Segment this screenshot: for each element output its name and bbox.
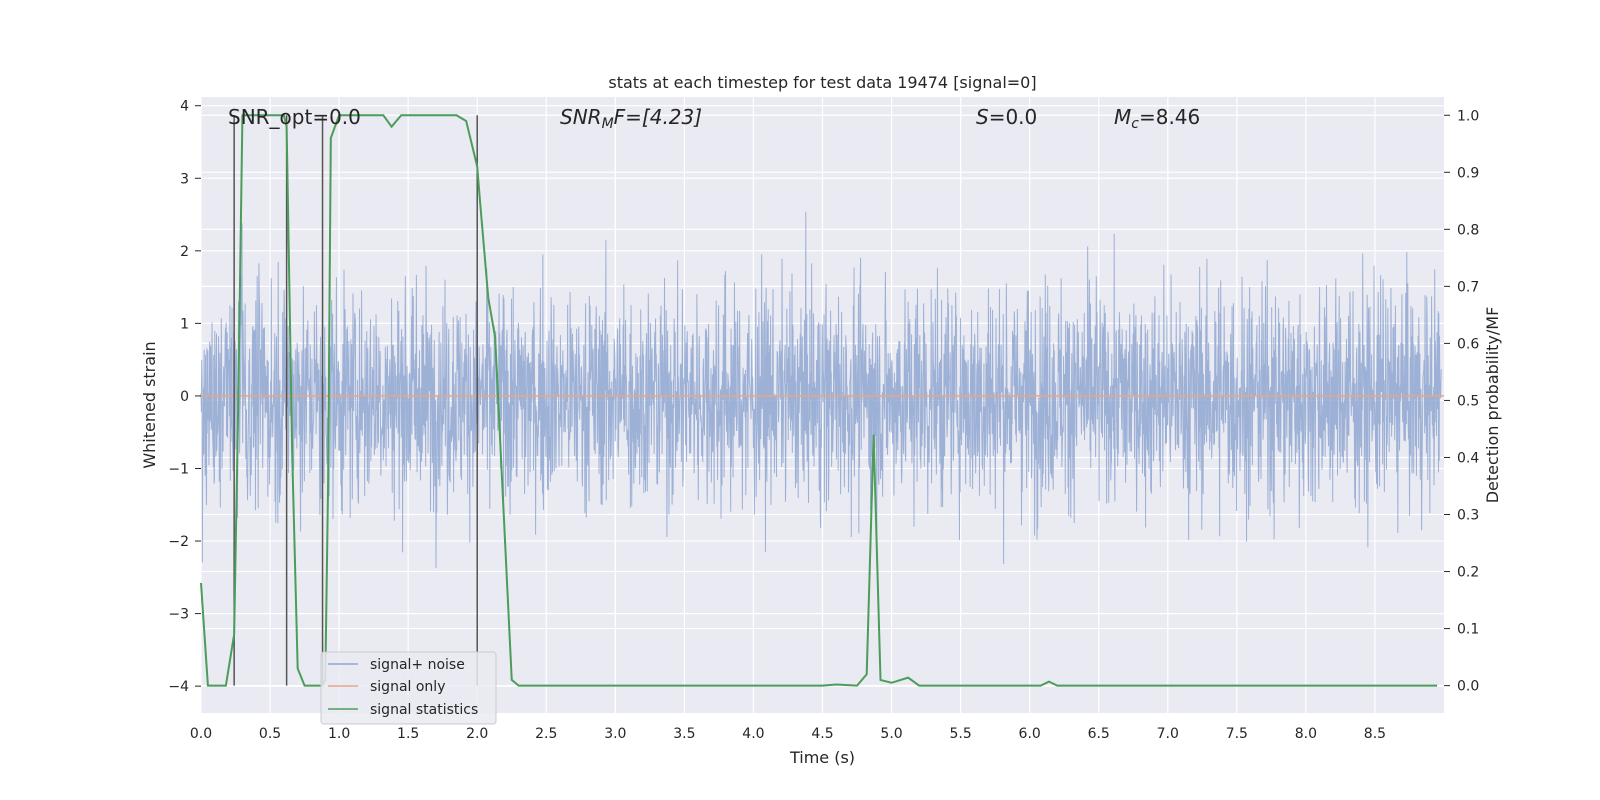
y2-tick-label: 0.9 bbox=[1457, 165, 1479, 181]
x-tick-label: 5.5 bbox=[949, 726, 971, 742]
x-tick-label: 2.5 bbox=[535, 726, 557, 742]
chart-title: stats at each timestep for test data 194… bbox=[608, 73, 1036, 92]
y2-tick-label: 0.4 bbox=[1457, 450, 1479, 466]
x-tick-label: 8.0 bbox=[1295, 726, 1317, 742]
annotation-mc: Mc=8.46 bbox=[1114, 105, 1200, 132]
x-tick-label: 1.0 bbox=[328, 726, 350, 742]
y-tick-label: −3 bbox=[168, 607, 189, 623]
y-tick-label: 3 bbox=[180, 171, 189, 187]
x-tick-label: 4.0 bbox=[742, 726, 764, 742]
legend-label-signal-statistics: signal statistics bbox=[370, 702, 478, 718]
y-tick-label: −4 bbox=[168, 679, 189, 695]
snr-mf-rest: F=[4.23] bbox=[614, 105, 702, 129]
legend: signal+ noise signal only signal statist… bbox=[320, 651, 497, 725]
series-signal-noise bbox=[200, 211, 1442, 569]
x-tick-label: 3.0 bbox=[604, 726, 626, 742]
mc-main: M bbox=[1114, 105, 1131, 129]
y2-tick-label: 0.7 bbox=[1457, 279, 1479, 295]
legend-label-signal-noise: signal+ noise bbox=[370, 657, 465, 673]
x-tick-label: 6.0 bbox=[1019, 726, 1041, 742]
x-tick-label: 5.0 bbox=[880, 726, 902, 742]
x-tick-label: 4.5 bbox=[811, 726, 833, 742]
x-axis-label: Time (s) bbox=[789, 748, 855, 767]
s-main: S bbox=[976, 105, 989, 129]
y-tick-label: 2 bbox=[180, 244, 189, 260]
y2-tick-label: 0.2 bbox=[1457, 565, 1479, 581]
x-tick-label: 0.5 bbox=[259, 726, 281, 742]
y2-tick-label: 0.1 bbox=[1457, 622, 1479, 638]
x-tick-labels: 0.0 0.5 1.0 1.5 2.0 2.5 3.0 3.5 4.0 4.5 5.0 5.5 6.0 6… bbox=[190, 726, 1386, 742]
y2-tick-label: 0.0 bbox=[1457, 679, 1479, 695]
x-tick-label: 3.5 bbox=[673, 726, 695, 742]
x-tick-label: 7.0 bbox=[1157, 726, 1179, 742]
mc-rest: =8.46 bbox=[1139, 105, 1200, 129]
legend-box bbox=[320, 651, 497, 725]
annotation-s: S=0.0 bbox=[976, 105, 1037, 129]
y2-tick-label: 0.6 bbox=[1457, 336, 1479, 352]
x-tick-label: 6.5 bbox=[1088, 726, 1110, 742]
y-tick-label: 0 bbox=[180, 389, 189, 405]
series-signal-statistics bbox=[200, 114, 1438, 687]
x-tick-label: 7.5 bbox=[1226, 726, 1248, 742]
signal-statistics-line bbox=[200, 114, 1438, 687]
y2-tick-label: 0.8 bbox=[1457, 222, 1479, 238]
y-axis-label-right: Detection probability/MF bbox=[1483, 307, 1502, 504]
y2-tick-label: 0.3 bbox=[1457, 508, 1479, 524]
mc-sub: c bbox=[1131, 116, 1139, 132]
y-tick-label: 4 bbox=[180, 99, 189, 115]
y-tick-label: −1 bbox=[168, 461, 189, 477]
y-tick-labels-right: 0.0 0.1 0.2 0.3 0.4 0.5 0.6 0.7 0.8 0.9 1.0 bbox=[1444, 108, 1479, 695]
x-tick-label: 2.0 bbox=[466, 726, 488, 742]
y-axis-label-left: Whitened strain bbox=[140, 341, 159, 468]
snr-mf-main: SNR bbox=[560, 105, 602, 129]
y2-tick-label: 1.0 bbox=[1457, 108, 1479, 124]
y-tick-label: 1 bbox=[180, 316, 189, 332]
y2-tick-label: 0.5 bbox=[1457, 393, 1479, 409]
x-tick-label: 0.0 bbox=[190, 726, 212, 742]
y-tick-labels-left: −4 −3 −2 −1 0 1 2 3 4 bbox=[168, 99, 201, 695]
y-tick-label: −2 bbox=[168, 534, 189, 550]
annotation-snr-opt: SNR_opt=0.0 bbox=[228, 105, 361, 129]
legend-label-signal-only: signal only bbox=[370, 679, 445, 695]
vertical-markers bbox=[233, 115, 478, 686]
x-tick-label: 1.5 bbox=[397, 726, 419, 742]
annotation-snr-mf: SNRMF=[4.23] bbox=[560, 105, 702, 132]
s-rest: =0.0 bbox=[989, 105, 1038, 129]
snr-mf-sub: M bbox=[602, 116, 614, 132]
x-tick-label: 8.5 bbox=[1364, 726, 1386, 742]
signal-noise-line bbox=[200, 211, 1442, 569]
